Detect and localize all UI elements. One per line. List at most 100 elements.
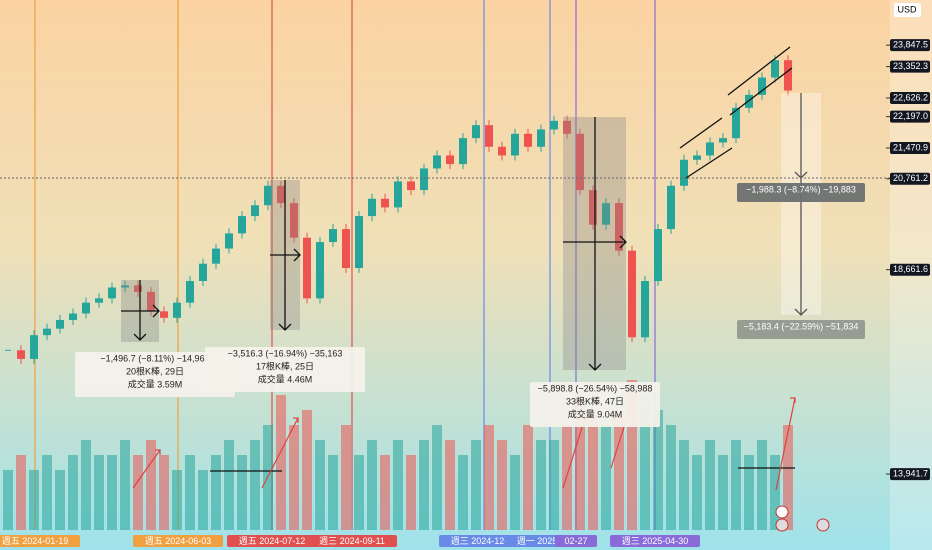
volume-bar bbox=[367, 440, 377, 530]
volume-bar bbox=[276, 395, 286, 530]
price-label-box bbox=[890, 110, 930, 123]
measure-box bbox=[737, 320, 865, 339]
price-label: 23,352.3 bbox=[893, 61, 928, 71]
volume-bar bbox=[133, 455, 143, 530]
candle bbox=[589, 190, 597, 225]
candle bbox=[667, 185, 675, 230]
date-label: 02-27 bbox=[564, 536, 587, 546]
volume-bar bbox=[510, 455, 520, 530]
candle bbox=[355, 216, 363, 269]
candle bbox=[732, 107, 740, 139]
measure-box bbox=[737, 183, 865, 202]
date-label: 週五 2024-07-12 bbox=[239, 536, 306, 546]
price-label-box bbox=[890, 92, 930, 105]
candle bbox=[290, 203, 298, 238]
candle bbox=[511, 133, 519, 156]
price-label: 22,197.0 bbox=[893, 111, 928, 121]
flag-icon bbox=[816, 518, 830, 532]
volume-bar bbox=[211, 455, 221, 530]
candle bbox=[277, 185, 285, 204]
measure-text: −5,183.4 (−22.59%) −51,834 bbox=[744, 321, 859, 331]
volume-bar bbox=[315, 440, 325, 530]
candle bbox=[368, 198, 376, 217]
volume-bar bbox=[484, 425, 494, 530]
volume-bar bbox=[744, 455, 754, 530]
candle bbox=[329, 229, 337, 243]
date-label: 週三 2025-04-30 bbox=[622, 536, 689, 546]
price-label: 21,470.9 bbox=[893, 142, 928, 152]
price-label: 13,941.7 bbox=[893, 468, 928, 478]
measure-text: 17根K棒, 25日 bbox=[256, 360, 314, 371]
candle bbox=[433, 155, 441, 169]
volume-bar bbox=[627, 380, 637, 530]
volume-bar bbox=[679, 440, 689, 530]
flag-icon bbox=[775, 518, 789, 532]
candle bbox=[121, 285, 129, 288]
candle bbox=[693, 155, 701, 160]
volume-bar bbox=[172, 470, 182, 530]
volume-bar bbox=[575, 395, 585, 530]
volume-bar bbox=[185, 455, 195, 530]
candle bbox=[186, 281, 194, 303]
volume-bar bbox=[471, 440, 481, 530]
date-label-box bbox=[307, 535, 397, 547]
volume-bar bbox=[666, 425, 676, 530]
price-label-box bbox=[890, 142, 930, 155]
volume-bar bbox=[614, 410, 624, 530]
volume-bar bbox=[341, 425, 351, 530]
candle bbox=[446, 155, 454, 165]
price-label-box bbox=[890, 172, 930, 185]
date-label: 週五 2024-06-03 bbox=[145, 536, 212, 546]
volume-bar bbox=[354, 455, 364, 530]
candle bbox=[407, 181, 415, 191]
candle bbox=[758, 77, 766, 95]
measure-text: 成交量 4.46M bbox=[258, 373, 313, 384]
candle bbox=[316, 242, 324, 299]
volume-bar bbox=[55, 470, 65, 530]
candle bbox=[615, 203, 623, 251]
volume-bar bbox=[432, 425, 442, 530]
price-label-box bbox=[890, 60, 930, 73]
candle bbox=[537, 129, 545, 147]
price-label-box bbox=[890, 39, 930, 52]
volume-bar bbox=[16, 455, 26, 530]
candle bbox=[212, 248, 220, 264]
volume-bar bbox=[237, 455, 247, 530]
candle bbox=[784, 60, 792, 91]
volume-bar bbox=[146, 440, 156, 530]
volume-bar bbox=[120, 440, 130, 530]
candle bbox=[394, 181, 402, 208]
price-label: 20,761.2 bbox=[893, 173, 928, 183]
volume-bar bbox=[42, 455, 52, 530]
volume-bar bbox=[718, 455, 728, 530]
measure-box bbox=[205, 347, 365, 392]
candle bbox=[56, 319, 64, 329]
measure-box bbox=[75, 352, 235, 397]
date-label-box bbox=[610, 535, 700, 547]
volume-bar bbox=[601, 425, 611, 530]
measure-box bbox=[530, 382, 660, 427]
volume-bar bbox=[94, 455, 104, 530]
measure-text: 成交量 9.04M bbox=[568, 408, 623, 419]
candle bbox=[485, 125, 493, 147]
volume-bar bbox=[419, 440, 429, 530]
candle bbox=[43, 328, 51, 336]
candle bbox=[95, 298, 103, 303]
date-label-box bbox=[555, 535, 597, 547]
volume-bar bbox=[81, 440, 91, 530]
candle bbox=[69, 313, 77, 320]
date-label-box bbox=[0, 535, 80, 547]
volume-bar bbox=[692, 455, 702, 530]
candle bbox=[498, 146, 506, 156]
volume-bar bbox=[224, 440, 234, 530]
candle bbox=[771, 60, 779, 78]
candle bbox=[563, 120, 571, 134]
volume-bar bbox=[29, 470, 39, 530]
date-label-box bbox=[227, 535, 317, 547]
candle bbox=[17, 350, 25, 359]
candle bbox=[82, 302, 90, 314]
event-icon bbox=[775, 505, 789, 519]
measure-text: −5,898.8 (−26.54%) −58,988 bbox=[538, 383, 653, 393]
candle bbox=[719, 138, 727, 143]
